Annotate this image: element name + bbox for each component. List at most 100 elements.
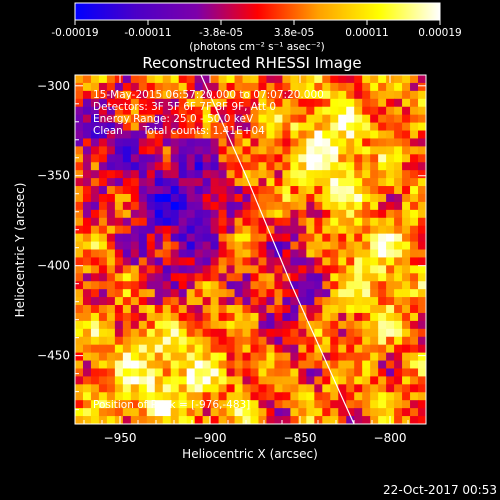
heatmap-cell [154,233,164,242]
heatmap-cell [258,328,267,338]
heatmap-cell [378,281,387,290]
heatmap-cell [82,138,92,147]
heatmap-cell [114,130,124,139]
heatmap-cell [242,217,251,227]
heatmap-cell [370,289,379,298]
heatmap-cell [410,225,419,235]
heatmap-cell [82,376,92,385]
heatmap-cell [290,344,299,354]
heatmap-cell [106,289,116,298]
heatmap-cell [90,241,100,250]
heatmap-cell [130,273,140,282]
heatmap-cell [306,312,315,322]
heatmap-cell [90,98,100,108]
heatmap-cell [122,209,132,219]
heatmap-cell [362,416,371,424]
heatmap-cell [170,241,180,250]
heatmap-cell [138,82,148,92]
heatmap-cell [98,249,108,258]
heatmap-cell [418,384,426,393]
heatmap-cell [122,376,132,385]
heatmap-cell [122,138,132,147]
heatmap-cell [250,193,259,203]
heatmap-cell [75,146,84,155]
heatmap-cell [242,297,251,306]
heatmap-cell [146,233,156,242]
heatmap-cell [170,217,180,227]
heatmap-cell [218,146,227,155]
heatmap-cell [98,106,108,116]
heatmap-cell [354,265,363,274]
heatmap-cell [378,90,387,100]
heatmap-cell [154,344,164,354]
heatmap-cell [338,217,347,227]
heatmap-cell [218,392,227,401]
heatmap-cell [402,360,411,369]
heatmap-cell [266,328,275,338]
heatmap-cell [354,281,363,290]
heatmap-cell [362,336,371,346]
heatmap-cell [394,249,403,258]
heatmap-cell [298,328,307,338]
heatmap-cell [418,249,426,258]
heatmap-cell [82,352,92,361]
heatmap-cell [130,146,140,155]
heatmap-cell [194,217,204,227]
heatmap-cell [210,408,219,417]
heatmap-cell [226,281,235,290]
heatmap-cell [154,114,164,123]
render-timestamp: 22-Oct-2017 00:53 [383,483,497,497]
heatmap-cell [330,344,339,354]
heatmap-cell [114,178,124,187]
heatmap-cell [82,106,92,116]
heatmap-cell [330,368,339,377]
heatmap-cell [418,265,426,274]
heatmap-cell [130,328,140,338]
heatmap-cell [234,297,243,306]
heatmap-cell [186,130,196,139]
heatmap-cell [75,178,84,187]
heatmap-cell [146,416,156,424]
heatmap-cell [290,352,299,361]
heatmap-cell [154,146,164,155]
heatmap-cell [242,312,251,322]
heatmap-cell [114,209,124,219]
heatmap-cell [250,281,259,290]
heatmap-cell [298,114,307,123]
heatmap-cell [266,249,275,258]
heatmap-cell [314,130,323,139]
heatmap-cell [98,178,108,187]
heatmap-cell [362,201,371,211]
heatmap-cell [362,289,371,298]
heatmap-cell [162,416,172,424]
heatmap-cell [170,416,180,424]
heatmap-cell [274,193,283,203]
heatmap-cell [186,241,196,250]
heatmap-cell [75,130,84,139]
heatmap-cell [162,154,172,163]
heatmap-cell [138,114,148,123]
heatmap-cell [354,249,363,258]
heatmap-cell [418,82,426,92]
heatmap-cell [290,265,299,274]
heatmap-cell [266,122,275,131]
heatmap-cell [106,193,116,203]
heatmap-cell [90,336,100,346]
heatmap-cell [82,114,92,123]
heatmap-cell [234,416,243,424]
heatmap-cell [298,217,307,227]
heatmap-cell [194,305,204,314]
heatmap-cell [90,416,100,424]
heatmap-cell [178,297,188,306]
heatmap-cell [226,170,235,179]
heatmap-cell [90,320,100,330]
heatmap-cell [410,328,419,338]
heatmap-cell [346,289,355,298]
heatmap-cell [354,90,363,100]
heatmap-cell [170,360,180,369]
heatmap-cell [226,122,235,131]
heatmap-cell [154,75,164,84]
heatmap-cell [210,201,219,211]
heatmap-cell [130,416,140,424]
heatmap-cell [346,162,355,171]
